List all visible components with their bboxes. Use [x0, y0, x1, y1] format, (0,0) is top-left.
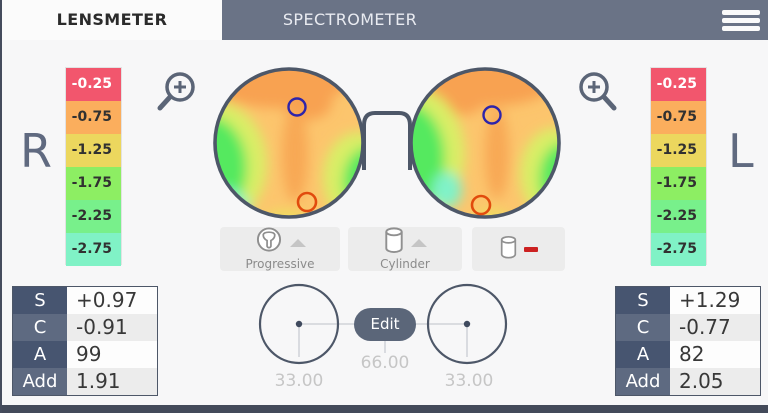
pd-diagram: [258, 283, 508, 365]
table-row: S +0.97: [13, 287, 157, 314]
zoom-in-left-icon[interactable]: [574, 70, 622, 114]
cylinder-icon: [384, 227, 404, 258]
measure-label: A: [616, 341, 670, 368]
table-row: C -0.91: [13, 314, 157, 341]
expand-up-icon: [289, 238, 306, 247]
measure-value: 82: [670, 341, 760, 368]
left-eye-label: L: [728, 124, 754, 178]
expand-up-icon: [410, 238, 427, 247]
pd-circle-left: [426, 283, 508, 365]
right-eye-measurements-table: S +0.97 C -0.91 A 99 Add 1.91: [12, 286, 158, 396]
measure-value: -0.77: [670, 314, 760, 341]
tab-bar: SPECTROMETER LENSMETER: [2, 0, 768, 40]
power-scale-right: -0.25 -0.75 -1.25 -1.75 -2.25 -2.75: [65, 67, 122, 266]
measure-value: +0.97: [67, 287, 157, 314]
table-row: S +1.29: [616, 287, 760, 314]
table-row: Add 2.05: [616, 368, 760, 395]
glasses-bridge: [362, 111, 412, 170]
pd-center-dot: [463, 320, 471, 328]
cylinder-minus-button[interactable]: [472, 227, 565, 271]
cylinder-icon: [500, 235, 517, 264]
right-eye-label: R: [20, 124, 52, 178]
progressive-label: Progressive: [245, 257, 315, 271]
measure-value: 2.05: [670, 368, 760, 395]
pd-right-value: 33.00: [274, 371, 324, 391]
near-point-marker-right: [296, 191, 318, 213]
measure-value: 99: [67, 341, 157, 368]
pd-circle-right: [258, 283, 340, 365]
measure-label: S: [616, 287, 670, 314]
measure-label: A: [13, 341, 67, 368]
measure-label: C: [616, 314, 670, 341]
pd-total-value: 66.00: [360, 353, 410, 373]
tab-lensmeter[interactable]: LENSMETER: [2, 0, 222, 40]
left-eye-measurements-table: S +1.29 C -0.77 A 82 Add 2.05: [615, 286, 761, 396]
measure-value: -0.91: [67, 314, 157, 341]
progressive-button[interactable]: Progressive: [220, 227, 340, 271]
minus-sign-icon: [523, 246, 538, 252]
measure-value: 1.91: [67, 368, 157, 395]
cylinder-button[interactable]: Cylinder: [348, 227, 462, 271]
edit-button[interactable]: Edit: [354, 308, 416, 341]
cylinder-label: Cylinder: [380, 257, 430, 271]
zoom-in-right-icon[interactable]: [152, 70, 200, 114]
pd-center-dot: [295, 320, 303, 328]
table-row: C -0.77: [616, 314, 760, 341]
measure-label: Add: [616, 368, 670, 395]
distance-point-marker-right: [287, 97, 307, 117]
table-row: A 82: [616, 341, 760, 368]
measure-label: Add: [13, 368, 67, 395]
near-point-marker-left: [470, 194, 492, 216]
progressive-lens-icon: [255, 227, 283, 258]
measure-label: S: [13, 287, 67, 314]
left-lens-heatmap: [412, 70, 558, 216]
measure-value: +1.29: [670, 287, 760, 314]
table-row: Add 1.91: [13, 368, 157, 395]
hamburger-menu-icon[interactable]: [722, 10, 760, 31]
pd-left-value: 33.00: [444, 371, 494, 391]
tab-spectrometer[interactable]: SPECTROMETER: [282, 10, 418, 29]
bottom-edge-bar: [2, 405, 768, 413]
power-scale-left: -0.25 -0.75 -1.25 -1.75 -2.25 -2.75: [650, 67, 707, 266]
table-row: A 99: [13, 341, 157, 368]
distance-point-marker-left: [482, 105, 502, 125]
right-lens-heatmap: [216, 70, 362, 216]
measure-label: C: [13, 314, 67, 341]
lens-heatmap-glasses: [207, 62, 577, 227]
